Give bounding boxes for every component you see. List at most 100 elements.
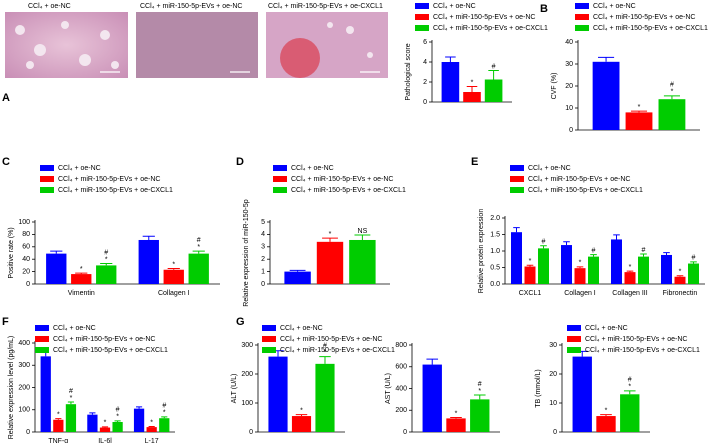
legend-label: CCl₄ + oe-NC [528,165,571,172]
significance-mark: * [679,269,682,276]
histology: CCl₄ + oe-NC CCl₄ + miR-150-5p-EVs + oe-… [5,3,388,78]
y-tick-label: 6 [423,39,427,46]
x-tick-label: TNF-α [48,438,68,445]
significance-mark: * [300,407,303,414]
x-tick-label: Collagen III [612,290,647,297]
y-tick-label: 0 [261,281,265,288]
significance-mark: * [172,261,175,268]
significance-mark: * [455,410,458,417]
x-tick-label: Collagen I [564,290,596,297]
legend-label: CCl₄ + miR-150-5p-EVs + oe-NC [433,14,535,21]
significance-mark: # [542,239,546,246]
bar [112,421,123,432]
y-tick-label: 600 [395,364,407,371]
significance-mark: * [150,419,153,426]
y-tick-label: 0 [26,429,30,436]
legend-swatch [567,325,581,331]
significance-mark: * [478,388,481,395]
legend-swatch [415,14,429,20]
error-bar [289,269,306,272]
error-bar [114,420,121,422]
legend-swatch [40,165,54,171]
y-tick-label: 10 [549,400,557,407]
legend-label: CCl₄ + miR-150-5p-EVs + oe-CXCL1 [585,347,700,354]
legend-label: CCl₄ + oe-NC [53,325,96,332]
significance-mark: * [638,104,641,111]
error-bar [148,425,155,428]
bar [159,418,170,432]
error-bar [161,416,168,419]
bar [349,239,376,284]
error-bar [75,272,88,275]
legend-swatch [273,165,287,171]
bar [538,248,549,284]
significance-mark: # [162,403,166,410]
bar [658,99,686,130]
y-tick-label: 100 [18,407,30,414]
significance-mark: NS [358,228,368,235]
legend-swatch [575,25,589,31]
error-bar [295,414,308,417]
y-tick-label: 30 [565,61,573,68]
significance-mark: # [104,249,108,256]
significance-mark: # [592,247,596,254]
error-bar [55,418,62,420]
bar [596,416,616,432]
significance-mark: * [57,411,60,418]
significance-mark: # [478,381,482,388]
bar [46,253,67,284]
bar [188,253,209,284]
y-tick-label: 0.0 [490,281,500,288]
significance-mark: * [116,414,119,421]
panel-label: E [471,156,478,168]
legend-swatch [35,325,49,331]
y-tick-label: 400 [395,385,407,392]
legend-label: CCl₄ + oe-NC [433,3,476,10]
panel-label: D [236,156,244,168]
y-tick-label: 200 [18,384,30,391]
legend-label: CCl₄ + miR-150-5p-EVs + oe-NC [528,176,630,183]
error-bar [526,264,534,267]
legend-label: CCl₄ + miR-150-5p-EVs + oe-CXCL1 [433,25,548,32]
legend-swatch [262,325,276,331]
y-tick-label: 4 [261,231,265,238]
y-tick-label: 0 [423,99,427,106]
y-tick-label: 20 [22,268,30,275]
bar [688,263,699,284]
y-tick-label: 100 [241,400,253,407]
significance-mark: * [105,256,108,263]
y-tick-label: 1.0 [490,248,500,255]
bar [138,239,159,284]
significance-mark: # [69,388,73,395]
bar [65,404,77,432]
bar [572,356,592,432]
error-bar [50,250,63,254]
significance-mark: * [80,266,83,273]
legend-label: CCl₄ + miR-150-5p-EVs + oe-CXCL1 [58,187,173,194]
error-bar [473,394,486,400]
image-caption: CCl₄ + oe-NC [28,3,71,10]
bar [133,408,145,432]
y-tick-label: 400 [18,340,30,347]
legend-label: CCl₄ + miR-150-5p-EVs + oe-NC [58,176,160,183]
y-tick-label: 800 [395,342,407,349]
significance-mark: * [70,395,73,402]
bar [163,269,184,284]
bar [446,418,466,432]
legend-swatch [273,187,287,193]
bar [625,112,653,130]
x-tick-label: L-17 [145,438,159,445]
error-bar [663,252,670,255]
error-bar [598,56,615,62]
y-tick-label: 30 [549,342,557,349]
legend-label: CCl₄ + miR-150-5p-EVs + oe-CXCL1 [280,347,395,354]
bar [87,414,98,432]
error-bar [626,270,634,273]
legend-swatch [567,347,581,353]
bar [40,356,51,432]
error-bar [135,406,143,409]
significance-mark: # [692,255,696,262]
bar [524,266,536,284]
error-bar [576,266,584,269]
bar [422,364,442,432]
